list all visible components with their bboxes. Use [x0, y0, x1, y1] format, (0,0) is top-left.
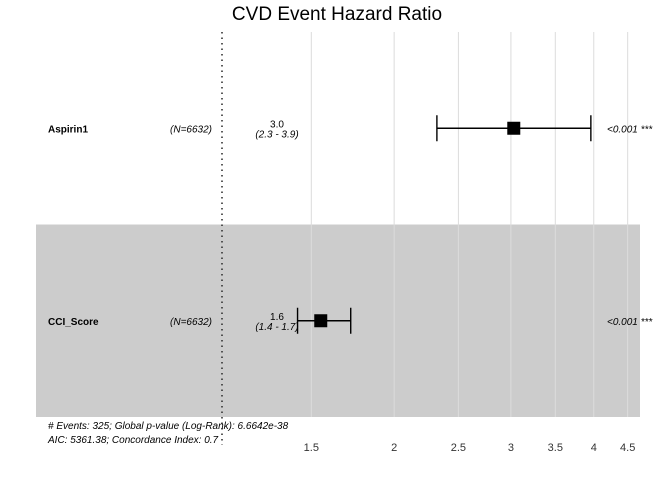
forest-row: Aspirin1 (N=6632) 3.0(2.3 - 3.9) <0.001 *** — [48, 115, 653, 142]
p-value-label: <0.001 *** — [607, 124, 653, 135]
x-tick-label: 4.5 — [620, 442, 635, 454]
n-label: (N=6632) — [170, 124, 212, 135]
x-tick-label: 3.5 — [548, 442, 563, 454]
footer-line-1: # Events: 325; Global p-value (Log-Rank)… — [48, 421, 289, 432]
chart-title: CVD Event Hazard Ratio — [232, 4, 442, 25]
estimate-label: 3.0 — [270, 119, 284, 130]
footer-line-2: AIC: 5361.38; Concordance Index: 0.7 — [47, 435, 219, 446]
x-tick-label: 2 — [391, 442, 397, 454]
x-tick-label: 1.5 — [304, 442, 319, 454]
variable-label: Aspirin1 — [48, 124, 88, 135]
x-tick-label: 3 — [508, 442, 514, 454]
estimate-point — [314, 314, 328, 328]
ci-label: (2.3 - 3.9) — [255, 129, 298, 140]
x-tick-label: 2.5 — [451, 442, 466, 454]
n-label: (N=6632) — [170, 317, 212, 328]
ci-label: (1.4 - 1.7) — [255, 322, 298, 333]
p-value-label: <0.001 *** — [607, 317, 653, 328]
estimate-point — [507, 121, 521, 135]
x-tick-label: 4 — [591, 442, 597, 454]
estimate-label: 1.6 — [270, 312, 284, 323]
variable-label: CCI_Score — [48, 317, 99, 328]
forest-row: CCI_Score (N=6632) 1.6(1.4 - 1.7) <0.001 **… — [48, 307, 653, 334]
